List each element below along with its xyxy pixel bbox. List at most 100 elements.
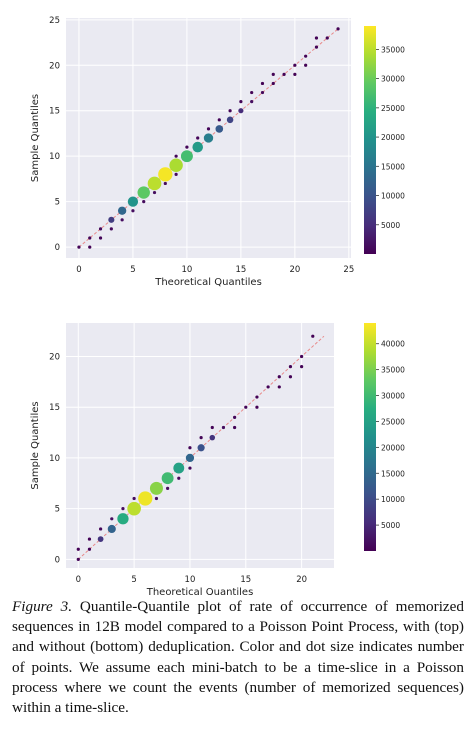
data-point [336, 27, 340, 31]
data-point [173, 462, 185, 474]
figure-caption: Figure 3. Quantile-Quantile plot of rate… [12, 597, 464, 718]
data-point [314, 36, 319, 40]
data-point [271, 81, 275, 86]
data-point [209, 434, 216, 441]
data-point [99, 527, 103, 531]
data-point [300, 365, 304, 369]
colorbar [364, 323, 376, 551]
data-point [147, 176, 162, 191]
data-point [293, 63, 297, 67]
data-point [293, 72, 297, 76]
x-tick-label: 10 [185, 575, 196, 585]
colorbar-tick-label: 5000 [381, 521, 400, 530]
data-point [174, 172, 178, 176]
data-point [185, 145, 189, 149]
data-point [325, 36, 329, 40]
data-point [88, 245, 92, 249]
colorbar-tick-label: 25000 [381, 104, 405, 113]
data-point [161, 472, 174, 485]
qq-plot-bottom: 0 5 10 15 20 0 5 10 15 20 Theoretical Quantiles Sam… [30, 323, 405, 595]
x-tick-label: 5 [130, 265, 135, 275]
data-point [217, 118, 221, 122]
data-point [288, 365, 293, 369]
data-point [158, 167, 173, 182]
data-point [98, 227, 103, 231]
caption-text: Quantile-Quantile plot of rate of occurr… [12, 598, 464, 717]
data-point [304, 63, 308, 67]
data-point [188, 446, 192, 450]
data-point [138, 491, 153, 506]
data-point [244, 405, 248, 409]
y-tick-label: 10 [49, 454, 60, 464]
data-point [88, 236, 92, 240]
x-tick-label: 15 [235, 265, 246, 275]
data-point [108, 216, 115, 223]
data-point [314, 45, 319, 49]
plot-area: 0 5 10 15 20 25 0 5 10 15 20 25 Theoretical Quantile… [30, 16, 405, 288]
colorbar-tick-label: 10000 [381, 192, 405, 201]
data-point [188, 466, 192, 470]
data-point [304, 54, 308, 58]
data-point [300, 354, 304, 359]
x-tick-label: 0 [76, 575, 81, 585]
data-point [192, 141, 203, 153]
data-point [117, 206, 127, 215]
colorbar-tick-label: 35000 [381, 366, 405, 375]
data-point [117, 513, 129, 525]
colorbar-tick-label: 5000 [381, 221, 400, 230]
data-point [131, 209, 135, 213]
data-point [215, 125, 224, 133]
data-point [109, 227, 113, 231]
data-point [233, 425, 237, 430]
y-tick-label: 15 [49, 403, 60, 413]
x-axis-label: Theoretical Quantiles [154, 277, 262, 288]
data-point [166, 486, 170, 490]
y-tick-label: 20 [49, 61, 60, 71]
data-point [233, 415, 237, 419]
data-point [228, 109, 232, 113]
data-point [266, 385, 270, 389]
data-point [76, 557, 80, 561]
data-point [260, 90, 265, 95]
data-point [288, 375, 293, 379]
x-tick-label: 10 [181, 265, 192, 275]
x-tick-label: 0 [76, 265, 81, 275]
y-axis-label: Sample Quantiles [30, 94, 41, 182]
figure-label: Figure 3. [12, 598, 73, 615]
data-point [260, 81, 265, 86]
data-point [238, 108, 244, 114]
data-point [97, 536, 104, 542]
data-point [239, 100, 243, 104]
data-point [199, 436, 203, 440]
y-tick-label: 10 [49, 152, 60, 162]
colorbar-tick-label: 15000 [381, 162, 405, 171]
y-tick-label: 25 [49, 16, 60, 26]
data-point [271, 72, 275, 76]
data-point [98, 236, 103, 240]
y-axis-label: Sample Quantiles [30, 401, 41, 489]
data-point [137, 186, 150, 199]
y-tick-label: 5 [55, 198, 60, 208]
data-point [87, 547, 92, 551]
colorbar-tick-label: 35000 [381, 45, 405, 54]
data-point [210, 425, 214, 430]
data-point [185, 453, 195, 463]
data-point [255, 395, 259, 399]
data-point [127, 196, 139, 207]
data-point [169, 158, 183, 172]
data-point [142, 200, 146, 204]
x-axis-label: Theoretical Quantiles [146, 587, 254, 595]
data-point [282, 72, 286, 76]
colorbar-tick-label: 30000 [381, 392, 405, 401]
data-point [206, 127, 211, 131]
data-point [152, 190, 157, 195]
data-point [277, 375, 281, 379]
data-point [250, 90, 254, 95]
x-tick-label: 20 [296, 575, 307, 585]
data-point [163, 181, 167, 186]
data-point [120, 218, 124, 222]
x-tick-label: 25 [343, 265, 354, 275]
data-point [177, 476, 181, 480]
data-point [180, 150, 193, 163]
data-point [149, 481, 163, 495]
